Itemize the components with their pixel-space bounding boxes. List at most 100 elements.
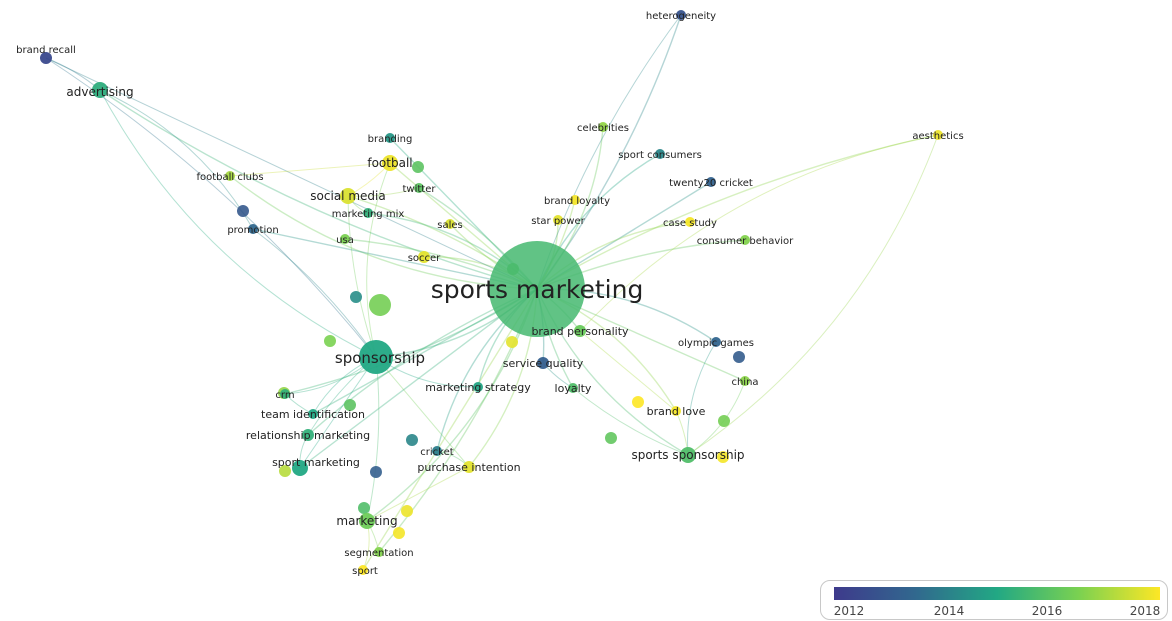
legend-tick: 2014 — [933, 604, 965, 618]
label-star-power: star power — [531, 216, 585, 227]
node-purchase-intention[interactable] — [463, 461, 475, 473]
label-service-quality: service quality — [503, 357, 584, 370]
label-sponsorship: sponsorship — [335, 349, 425, 367]
node-star-power[interactable] — [553, 215, 563, 225]
node-brand-recall[interactable] — [40, 52, 52, 64]
link-edge — [366, 466, 470, 522]
node-celebrities[interactable] — [598, 122, 608, 132]
link-edge — [45, 57, 377, 358]
node-relationship-marketing[interactable] — [302, 429, 314, 441]
link-edge — [687, 380, 746, 456]
node-advertising[interactable] — [92, 82, 108, 98]
node-twitter[interactable] — [414, 183, 424, 193]
link-edge — [229, 162, 391, 177]
label-social-media: social media — [310, 189, 385, 203]
year-gradient-bar — [834, 587, 1160, 600]
node-heterogeneity[interactable] — [676, 10, 686, 20]
legend-tick: 2012 — [833, 604, 865, 618]
node-team-identification[interactable] — [308, 409, 318, 419]
minor-keyword-node[interactable] — [412, 161, 424, 173]
node-social-media[interactable] — [340, 188, 356, 204]
link-edge — [687, 341, 717, 456]
label-brand-recall: brand recall — [16, 45, 76, 56]
node-sponsorship[interactable] — [359, 340, 393, 374]
minor-keyword-node[interactable] — [350, 291, 362, 303]
node-sport-marketing[interactable] — [292, 460, 308, 476]
node-football[interactable] — [382, 155, 398, 171]
minor-keyword-node[interactable] — [369, 294, 391, 316]
link-edge — [45, 57, 538, 290]
label-sports-sponsorship: sports sponsorship — [631, 448, 744, 462]
label-twenty20-cricket: twenty20 cricket — [669, 178, 753, 189]
node-sports-marketing[interactable] — [489, 241, 585, 337]
node-case-study[interactable] — [685, 217, 695, 227]
minor-keyword-node[interactable] — [605, 432, 617, 444]
node-marketing-mix[interactable] — [363, 208, 373, 218]
legend-tick: 2018 — [1129, 604, 1161, 618]
node-usa[interactable] — [340, 234, 350, 244]
minor-keyword-node[interactable] — [370, 466, 382, 478]
label-aesthetics: aesthetics — [912, 131, 963, 142]
node-crm[interactable] — [280, 389, 290, 399]
minor-keyword-node[interactable] — [279, 465, 291, 477]
node-china[interactable] — [740, 376, 750, 386]
node-football-clubs[interactable] — [225, 171, 235, 181]
minor-keyword-node[interactable] — [358, 502, 370, 514]
minor-keyword-node[interactable] — [733, 351, 745, 363]
node-promotion[interactable] — [248, 224, 258, 234]
node-olympic-games[interactable] — [711, 337, 721, 347]
label-olympic-games: olympic games — [678, 338, 754, 349]
node-segmentation[interactable] — [374, 547, 384, 557]
minor-keyword-node[interactable] — [406, 434, 418, 446]
label-brand-love: brand love — [647, 405, 706, 418]
label-celebrities: celebrities — [577, 123, 629, 134]
label-sales: sales — [437, 220, 462, 231]
link-edge — [99, 89, 377, 358]
minor-keyword-node[interactable] — [717, 451, 729, 463]
node-consumer-behavior[interactable] — [740, 235, 750, 245]
label-relationship-marketing: relationship marketing — [246, 429, 370, 442]
minor-keyword-node[interactable] — [344, 399, 356, 411]
minor-keyword-node[interactable] — [718, 415, 730, 427]
minor-keyword-node[interactable] — [324, 335, 336, 347]
node-service-quality[interactable] — [537, 357, 549, 369]
node-sales[interactable] — [445, 219, 455, 229]
label-branding: branding — [368, 134, 413, 145]
label-sport: sport — [352, 566, 378, 577]
minor-keyword-node[interactable] — [401, 505, 413, 517]
node-soccer[interactable] — [418, 251, 430, 263]
label-consumer-behavior: consumer behavior — [697, 236, 794, 247]
label-football-clubs: football clubs — [196, 172, 263, 183]
labels-layer: sports marketing sponsorship advertising fo… — [16, 11, 964, 577]
label-football: football — [367, 156, 412, 170]
node-sport[interactable] — [358, 565, 368, 575]
node-twenty20-cricket[interactable] — [706, 177, 716, 187]
node-cricket[interactable] — [432, 446, 442, 456]
label-crm: crm — [275, 390, 294, 401]
minor-keyword-node[interactable] — [632, 396, 644, 408]
minor-keyword-node[interactable] — [506, 336, 518, 348]
node-aesthetics[interactable] — [933, 130, 943, 140]
minor-keyword-node[interactable] — [237, 205, 249, 217]
node-loyalty[interactable] — [568, 383, 578, 393]
minor-nodes-layer — [237, 161, 745, 539]
link-edge — [252, 228, 377, 358]
label-cricket: cricket — [420, 447, 453, 458]
node-brand-loyalty[interactable] — [570, 195, 580, 205]
link-edge — [536, 134, 939, 290]
label-sport-marketing: sport marketing — [272, 456, 360, 469]
link-edge — [366, 162, 391, 358]
node-branding[interactable] — [385, 133, 395, 143]
node-marketing-strategy[interactable] — [473, 382, 483, 392]
node-sports-sponsorship[interactable] — [680, 447, 696, 463]
link-edge — [366, 356, 380, 522]
node-brand-personality[interactable] — [574, 325, 586, 337]
label-segmentation: segmentation — [344, 548, 413, 559]
node-marketing[interactable] — [359, 513, 375, 529]
year-legend: 2012 2014 2016 2018 — [820, 580, 1168, 620]
node-sport-consumers[interactable] — [655, 149, 665, 159]
node-brand-love[interactable] — [671, 406, 681, 416]
minor-keyword-node[interactable] — [393, 527, 405, 539]
label-heterogeneity: heterogeneity — [646, 11, 716, 22]
label-promotion: promotion — [227, 225, 278, 236]
